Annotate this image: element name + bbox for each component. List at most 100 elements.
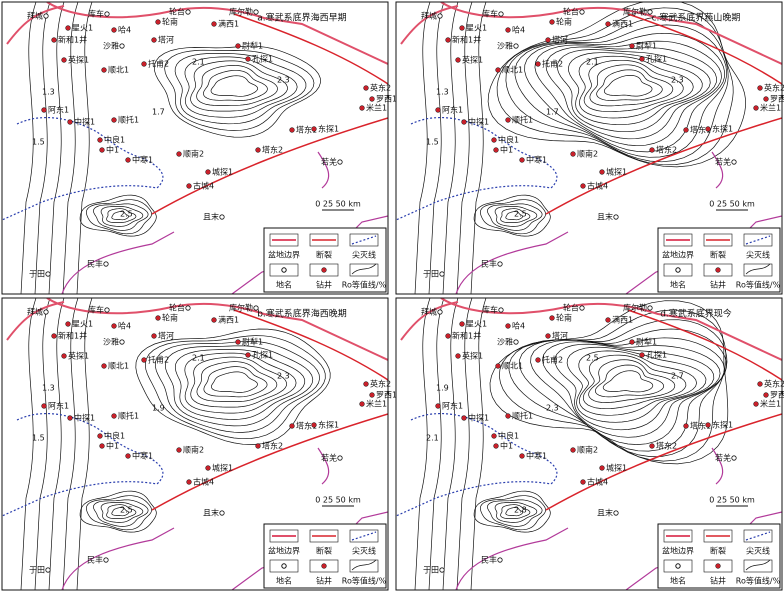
fault xyxy=(627,309,782,381)
well-label: 古城4 xyxy=(587,477,608,487)
well-marker xyxy=(51,333,57,339)
place-label: 沙雅 xyxy=(103,41,119,51)
well-label: 古城4 xyxy=(587,181,608,191)
legend-label: 尖灭线 xyxy=(746,546,770,556)
contour xyxy=(100,206,144,227)
well-label: 轮南 xyxy=(556,17,572,27)
panel-frame xyxy=(395,1,783,295)
well-marker xyxy=(705,422,711,428)
place-marker xyxy=(119,43,125,49)
contour xyxy=(76,2,93,294)
legend-label: 钻井 xyxy=(316,280,332,290)
contour xyxy=(154,340,320,433)
pinch-out-line xyxy=(396,413,558,517)
river xyxy=(711,447,724,485)
place-label: 库尔勒 xyxy=(623,7,647,17)
contour xyxy=(487,203,543,231)
well-marker xyxy=(757,85,763,91)
legend-label: 地名 xyxy=(670,280,686,290)
river xyxy=(61,527,175,590)
well-marker xyxy=(235,43,241,49)
contour xyxy=(414,298,431,590)
well-label: 塔东1 xyxy=(296,421,317,431)
legend-label: Ro等值线/% xyxy=(736,576,781,586)
contour xyxy=(602,370,654,393)
well-label: 东探1 xyxy=(712,420,733,430)
place-label: 轮台 xyxy=(563,303,579,313)
well-label: 塔东2 xyxy=(262,441,283,451)
well-label: 新和1井 xyxy=(452,331,481,341)
well-label: 罗西1 xyxy=(770,391,784,400)
contour xyxy=(494,206,538,227)
contour-label: 1.9 xyxy=(436,384,449,393)
well-label: 哈4 xyxy=(512,25,525,35)
well-marker xyxy=(151,333,157,339)
fault xyxy=(151,117,388,215)
place-label: 于田 xyxy=(423,270,439,279)
well-label: 哈4 xyxy=(512,321,525,331)
well-marker xyxy=(363,85,369,91)
basin-boundary xyxy=(46,2,388,65)
fault xyxy=(545,413,782,511)
well-label: 满西1 xyxy=(218,315,239,325)
well-marker xyxy=(461,119,467,125)
well-marker xyxy=(493,147,499,153)
well-label: 托甫2 xyxy=(542,355,563,365)
well-marker xyxy=(549,315,555,321)
well-marker xyxy=(505,323,511,329)
contour xyxy=(174,53,307,125)
well-marker xyxy=(491,433,497,439)
place-label: 若羌 xyxy=(321,157,337,167)
legend-label: 钻井 xyxy=(316,576,332,586)
legend-label: 钻井 xyxy=(710,576,726,586)
legend-place xyxy=(281,563,287,569)
place-marker xyxy=(498,307,504,313)
contour xyxy=(20,298,37,590)
place-label: 且末 xyxy=(203,508,219,518)
well-label: 城探1 xyxy=(606,463,627,473)
well-marker xyxy=(186,479,192,485)
legend-label: 钻井 xyxy=(710,280,726,290)
well-label: 顺托1 xyxy=(118,115,139,125)
contour xyxy=(473,490,551,533)
place-marker xyxy=(613,510,619,516)
well-label: 尉犁1 xyxy=(636,337,657,347)
well-marker xyxy=(580,479,586,485)
contour xyxy=(534,40,722,147)
contour xyxy=(487,499,543,527)
place-marker xyxy=(579,9,585,15)
well-marker xyxy=(505,413,511,419)
well-marker xyxy=(570,447,576,453)
well-label: 顺南2 xyxy=(183,149,204,159)
well-marker xyxy=(519,453,525,459)
well-marker xyxy=(65,321,71,327)
well-marker xyxy=(639,56,645,62)
well-label: 中探1 xyxy=(74,117,95,127)
well-label: 尉犁1 xyxy=(242,41,263,51)
contour xyxy=(514,24,727,158)
well-marker xyxy=(369,96,375,102)
legend-label: 尖灭线 xyxy=(352,546,376,556)
well-marker xyxy=(435,403,441,409)
place-marker xyxy=(185,305,191,311)
legend-well xyxy=(321,267,327,273)
panel-title: c.寒武系底界燕山晚期 xyxy=(652,12,741,24)
well-marker xyxy=(255,443,261,449)
place-label: 若羌 xyxy=(321,453,337,463)
well-label: 满西1 xyxy=(612,19,633,29)
river xyxy=(61,231,175,294)
contour xyxy=(153,45,321,138)
well-marker xyxy=(683,423,689,429)
place-label: 轮台 xyxy=(563,7,579,17)
place-label: 沙雅 xyxy=(497,41,513,51)
contour xyxy=(470,2,487,294)
scale-label: 0 25 50 km xyxy=(709,496,755,505)
place-marker xyxy=(103,261,109,267)
well-label: 塔东2 xyxy=(656,441,677,451)
well-marker xyxy=(141,357,147,363)
well-label: 米兰1 xyxy=(760,399,781,409)
contour-label: 1.5 xyxy=(32,434,45,443)
well-label: 塔河 xyxy=(552,35,568,45)
